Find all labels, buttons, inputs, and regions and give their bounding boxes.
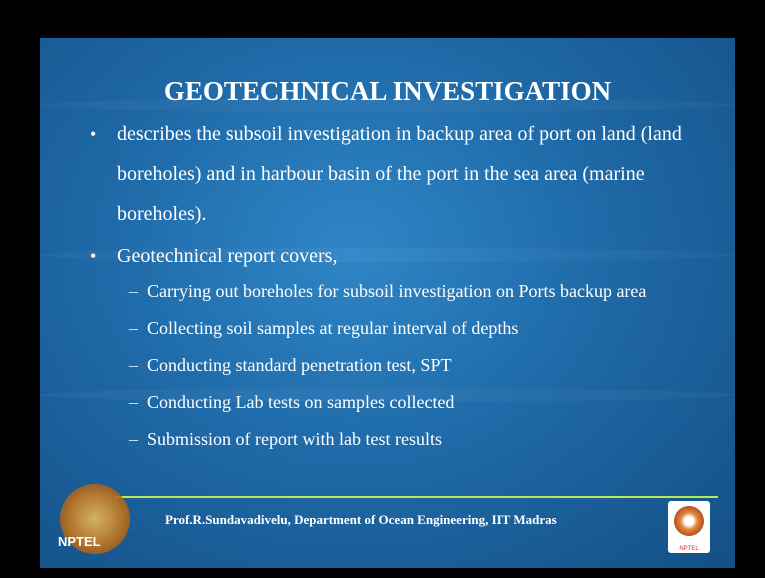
bullet-list: describes the subsoil investigation in b… [117,114,707,463]
footer: Prof.R.Sundavadivelu, Department of Ocea… [165,512,557,528]
logo-emblem [674,506,704,536]
slide: GEOTECHNICAL INVESTIGATION describes the… [40,38,735,568]
bullet-item: describes the subsoil investigation in b… [117,114,707,234]
logo-label: NPTEL [58,534,101,549]
bullet-text: Geotechnical report covers, [117,245,337,267]
sub-item: Submission of report with lab test resul… [117,426,677,452]
logo: NPTEL [668,501,710,553]
sub-item: Carrying out boreholes for subsoil inves… [117,278,677,304]
slide-title: GEOTECHNICAL INVESTIGATION [40,76,735,107]
bullet-item: Geotechnical report covers, Carrying out … [117,236,707,452]
page: GEOTECHNICAL INVESTIGATION describes the… [0,0,765,578]
divider [115,496,718,498]
sub-item: Conducting Lab tests on samples collecte… [117,389,677,415]
sub-item: Conducting standard penetration test, SP… [117,352,677,378]
logo-label: NPTEL [668,546,710,552]
sub-item: Collecting soil samples at regular inter… [117,315,677,341]
sub-list: Carrying out boreholes for subsoil inves… [117,278,677,452]
bullet-text: describes the subsoil investigation in b… [117,123,682,225]
